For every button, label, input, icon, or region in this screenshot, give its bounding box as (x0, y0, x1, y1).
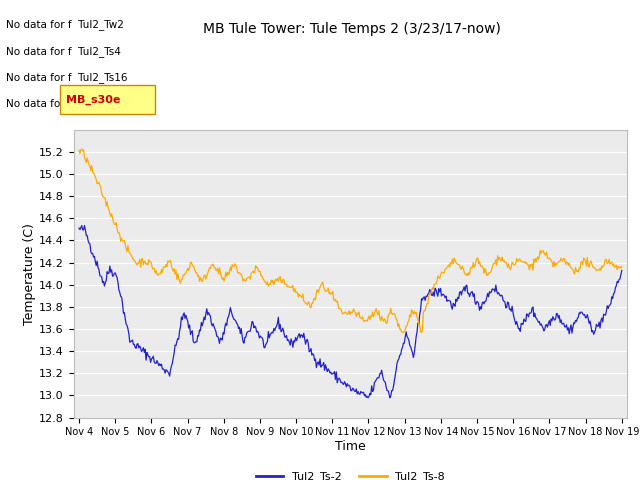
Y-axis label: Temperature (C): Temperature (C) (23, 223, 36, 324)
Legend: Tul2_Ts-2, Tul2_Ts-8: Tul2_Ts-2, Tul2_Ts-8 (252, 467, 449, 480)
Text: No data for f  Tul2_Ts16: No data for f Tul2_Ts16 (6, 72, 128, 83)
Text: MB_s30e: MB_s30e (66, 95, 120, 105)
Text: No data for f  Tul2_Ts4: No data for f Tul2_Ts4 (6, 46, 121, 57)
Text: No data for f  Tul2_Ts32: No data for f Tul2_Ts32 (6, 98, 128, 109)
Text: No data for f  Tul2_Tw2: No data for f Tul2_Tw2 (6, 19, 124, 30)
Text: MB Tule Tower: Tule Temps 2 (3/23/17-now): MB Tule Tower: Tule Temps 2 (3/23/17-now… (203, 22, 501, 36)
X-axis label: Time: Time (335, 440, 366, 453)
